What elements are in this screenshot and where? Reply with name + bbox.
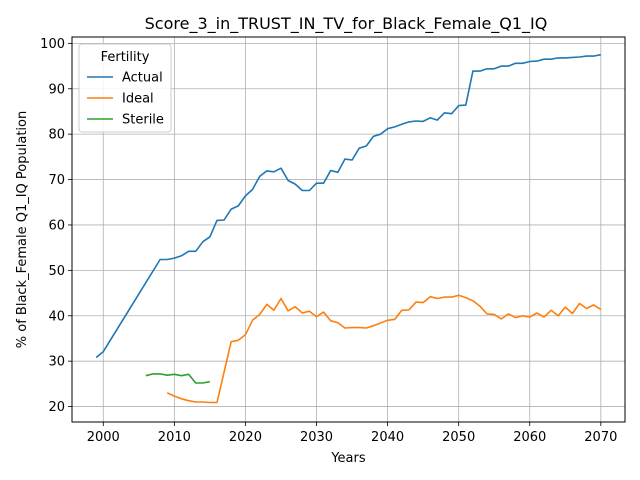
- legend-label-sterile: Sterile: [122, 113, 164, 128]
- series-line-actual: [95, 53, 601, 359]
- legend: Fertility Actual Ideal Sterile: [78, 43, 172, 133]
- x-tick-label: 2030: [300, 430, 333, 445]
- y-tick-label: 100: [40, 37, 65, 52]
- x-tick-label: 2070: [584, 430, 617, 445]
- y-axis-ticks: 20 30 40 50 60 70 80 90 100: [40, 37, 72, 415]
- y-tick-label: 30: [48, 355, 65, 370]
- x-tick-label: 2010: [158, 430, 191, 445]
- y-tick-label: 90: [48, 82, 65, 97]
- y-tick-label: 80: [48, 128, 65, 143]
- x-tick-label: 2040: [371, 430, 404, 445]
- y-tick-label: 40: [48, 309, 65, 324]
- x-tick-label: 2050: [442, 430, 475, 445]
- series-line-ideal: [166, 294, 602, 404]
- x-tick-label: 2000: [87, 430, 120, 445]
- legend-label-ideal: Ideal: [122, 92, 154, 107]
- series-lines: [95, 53, 602, 404]
- y-tick-label: 20: [48, 400, 65, 415]
- grid: [72, 37, 625, 422]
- x-axis-ticks: 2000 2010 2020 2030 2040 2050 2060 2070: [87, 422, 617, 445]
- legend-title: Fertility: [101, 50, 150, 65]
- x-tick-label: 2060: [513, 430, 546, 445]
- series-line-sterile: [145, 373, 211, 384]
- x-axis-title: Years: [330, 451, 366, 466]
- y-axis-title: % of Black_Female Q1_IQ Population: [15, 111, 30, 348]
- y-tick-label: 60: [48, 218, 65, 233]
- legend-box: [78, 43, 172, 133]
- plot-frame: [71, 36, 626, 423]
- chart-title: Score_3_in_TRUST_IN_TV_for_Black_Female_…: [145, 14, 548, 34]
- y-tick-label: 50: [48, 264, 65, 279]
- legend-label-actual: Actual: [122, 71, 163, 86]
- y-tick-label: 70: [48, 173, 65, 188]
- x-tick-label: 2020: [229, 430, 262, 445]
